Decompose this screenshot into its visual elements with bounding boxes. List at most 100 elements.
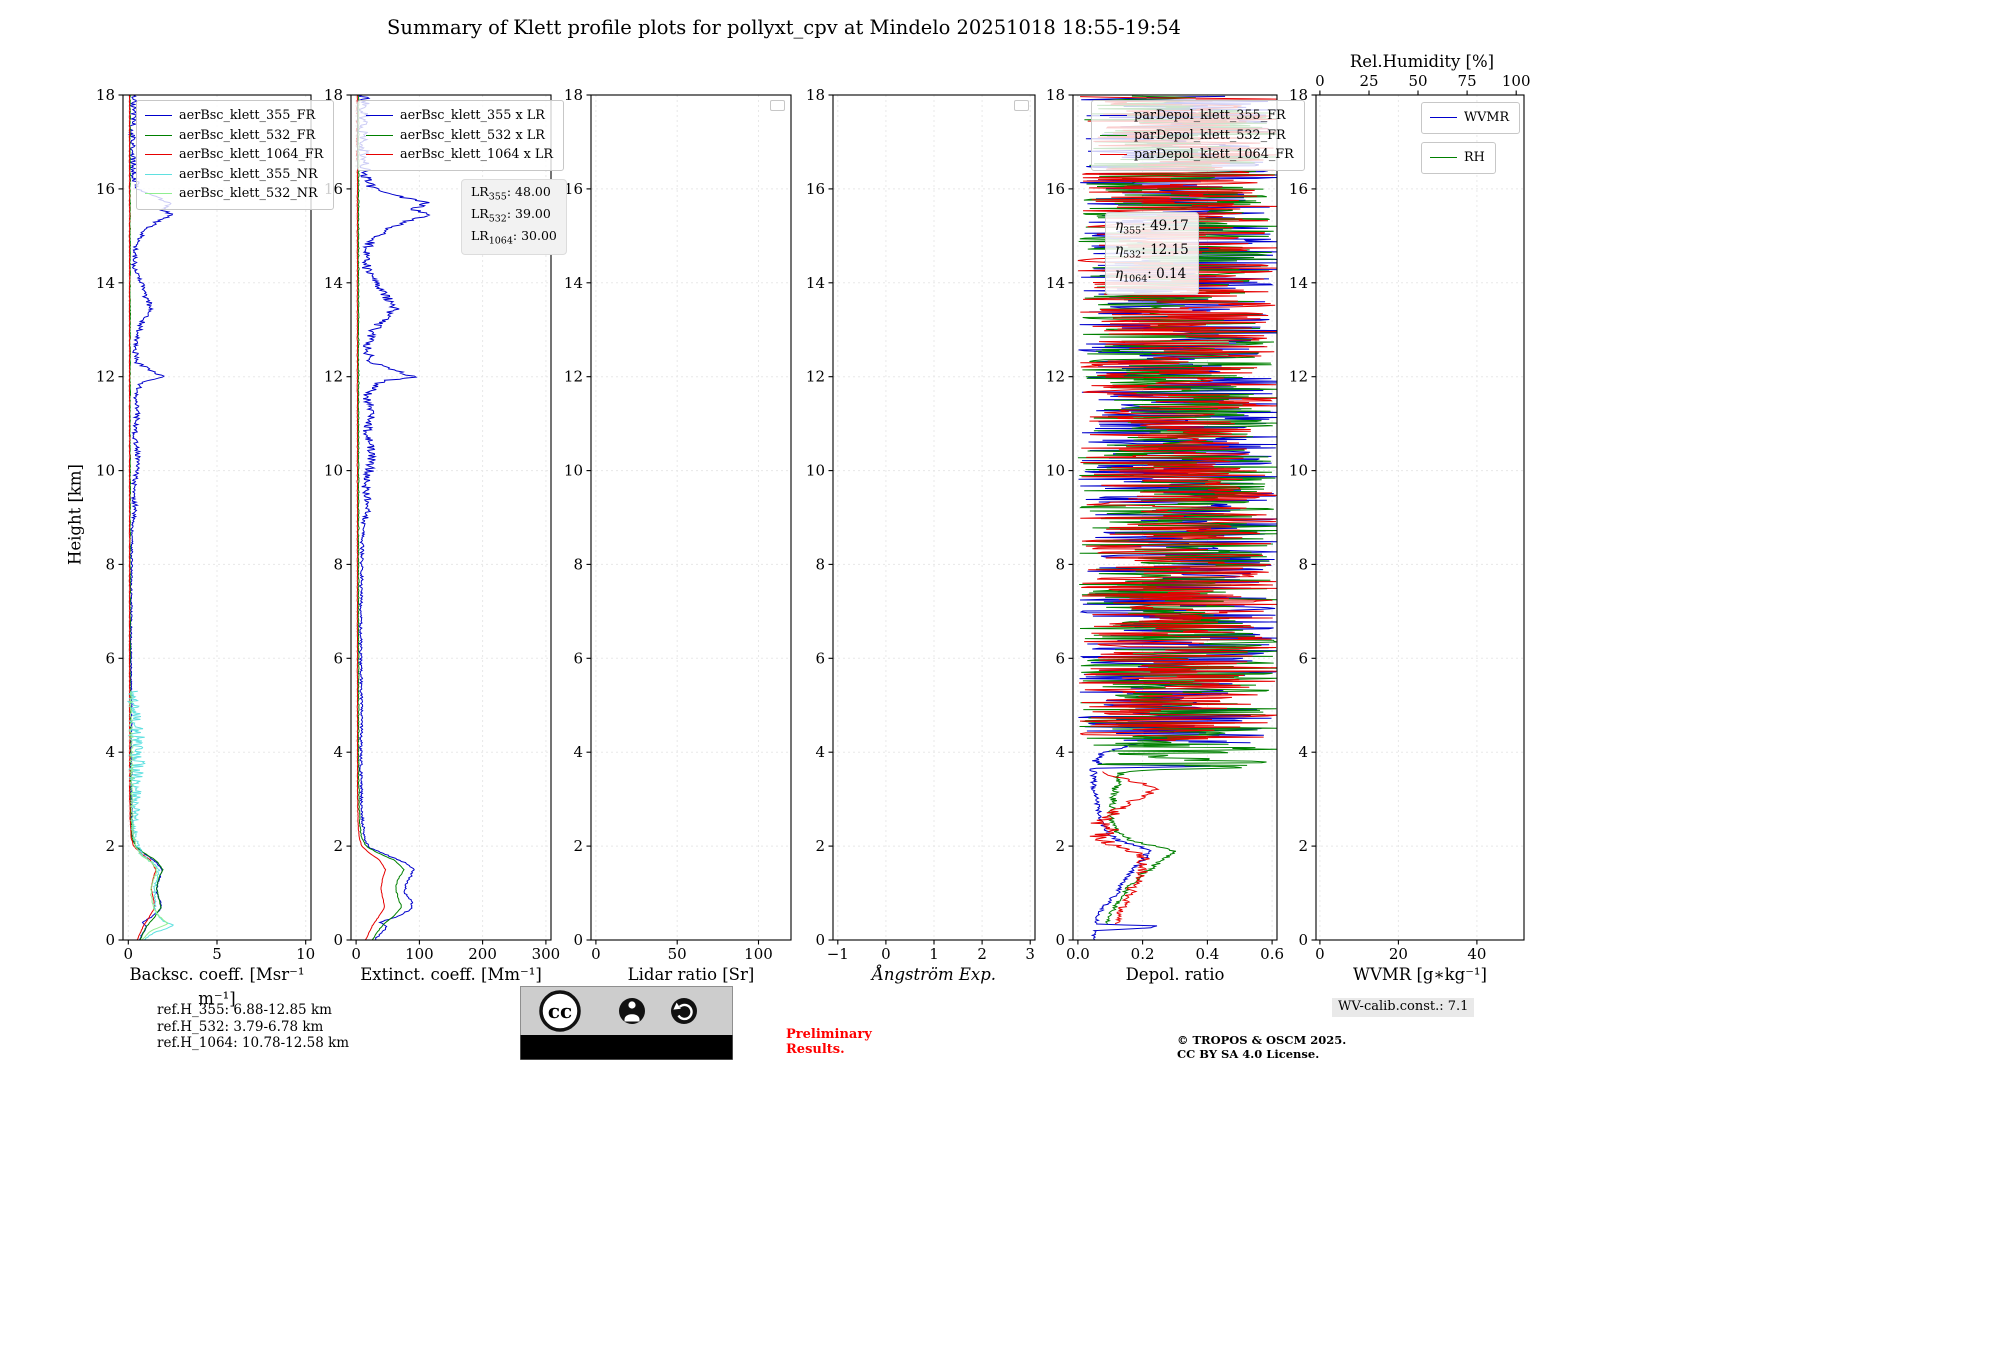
y-tick-label: 6	[333, 649, 343, 667]
legend-item: aerBsc_klett_532_NR	[145, 184, 323, 204]
x-tick-label: 3	[1025, 945, 1035, 963]
panel-wvmr: 0 20 40 0 2 4 6 8 10 12 14 16 18 0 25 50 75 100	[1289, 72, 1531, 963]
y-tick-label: 12	[564, 368, 583, 386]
legend-item: aerBsc_klett_355 x LR	[366, 106, 553, 126]
panel-backscatter: 0 5 10 0 2 4 6 8 10 12 14 16 18	[96, 86, 315, 963]
panel-frame	[1072, 94, 1278, 941]
top-tick-label: 75	[1458, 72, 1477, 90]
x-tick-label: 200	[468, 945, 497, 963]
y-tick-label: 0	[573, 931, 583, 949]
y-tick-label: 12	[96, 368, 115, 386]
xlabel-extinction: Extinct. coeff. [Mm⁻¹]	[360, 965, 542, 984]
ref-height-1064: ref.H_1064: 10.78-12.58 km	[157, 1035, 350, 1051]
y-tick-label: 14	[564, 274, 583, 292]
y-tick-label: 8	[333, 555, 343, 573]
legend-item: aerBsc_klett_1064 x LR	[366, 145, 553, 165]
line-swatch	[145, 154, 172, 156]
share-alike-icon	[671, 998, 697, 1024]
top-tick-label: 25	[1359, 72, 1378, 90]
legend-label: aerBsc_klett_532 x LR	[400, 127, 545, 143]
y-tick-label: 14	[96, 274, 115, 292]
lr-532-line: LR532: 39.00	[471, 206, 551, 225]
series-aerBsc_klett_1064 x LR	[356, 94, 387, 941]
line-swatch	[145, 115, 172, 117]
legend-label: RH	[1464, 150, 1485, 165]
preliminary-results-note: Preliminary Results.	[786, 1027, 872, 1057]
y-tick-label: 18	[806, 86, 825, 104]
y-tick-label: 6	[815, 649, 825, 667]
xlabel-wvmr: WVMR [g∗kg⁻¹]	[1353, 965, 1487, 984]
y-tick-label: 16	[96, 180, 115, 198]
top-tick-label: 50	[1408, 72, 1427, 90]
x-tick-label: 0	[351, 945, 361, 963]
legend-label: aerBsc_klett_532_NR	[179, 186, 318, 201]
top-axis-label: Rel.Humidity [%]	[1349, 52, 1495, 71]
y-tick-label: 16	[1289, 180, 1308, 198]
line-swatch	[1100, 134, 1127, 136]
y-tick-label: 6	[573, 649, 583, 667]
y-tick-label: 4	[815, 743, 825, 761]
x-tick-label: 0.4	[1195, 945, 1219, 963]
legend-label: parDepol_klett_532_FR	[1134, 127, 1286, 143]
y-tick-label: 16	[806, 180, 825, 198]
legend-label: parDepol_klett_355_FR	[1134, 108, 1286, 123]
series-aerBsc_klett_1064_FR	[128, 94, 157, 941]
top-tick-label: 100	[1502, 72, 1531, 90]
lr-355-line: LR355: 48.00	[471, 184, 551, 203]
x-tick-label: 0	[124, 945, 134, 963]
legend-item: parDepol_klett_532_FR	[1100, 126, 1294, 146]
series-aerBsc_klett_355 x LR	[357, 94, 431, 941]
legend-label: aerBsc_klett_532_FR	[179, 127, 316, 143]
y-tick-label: 12	[324, 368, 343, 386]
legend-label: parDepol_klett_1064_FR	[1134, 147, 1294, 162]
series-aerBsc_klett_355_FR	[127, 94, 174, 941]
y-tick-label: 4	[333, 743, 343, 761]
eta-1064-line: η1064: 0.14	[1115, 266, 1187, 286]
x-tick-label: 100	[405, 945, 434, 963]
legend-item: aerBsc_klett_355_FR	[145, 106, 323, 126]
x-tick-label: 0	[591, 945, 601, 963]
eta-355-line: η355: 49.17	[1115, 218, 1189, 237]
legend-wvmr: WVMR	[1421, 102, 1521, 134]
ref-height-532: ref.H_532: 3.79-6.78 km	[157, 1018, 324, 1035]
eta-532-line: η532: 12.15	[1115, 242, 1189, 261]
legend-item: parDepol_klett_355_FR	[1100, 106, 1294, 126]
y-tick-label: 4	[573, 743, 583, 761]
xlabel-backscatter: Backsc. coeff. [Msr⁻¹ m⁻¹]	[129, 965, 305, 1008]
y-tick-label: 2	[815, 837, 825, 855]
top-tick-label: 0	[1315, 72, 1325, 90]
x-tick-label: 0	[881, 945, 891, 963]
y-tick-label: 0	[105, 931, 115, 949]
y-tick-label: 18	[1289, 86, 1308, 104]
legend-item: aerBsc_klett_355_NR	[145, 165, 323, 185]
x-tick-label: 10	[296, 945, 315, 963]
y-tick-label: 16	[1046, 180, 1065, 198]
lidar-ratio-annotation: LR355: 48.00 LR532: 39.00 LR1064: 30.00	[461, 179, 567, 255]
cc-logo-icon: cc	[539, 990, 581, 1032]
series-parDepol_1064_noise	[1077, 96, 1278, 741]
xlabel-depol: Depol. ratio	[1125, 965, 1225, 984]
y-tick-label: 16	[564, 180, 583, 198]
y-tick-label: 8	[573, 555, 583, 573]
line-swatch	[1430, 117, 1457, 119]
x-tick-label: 40	[1467, 945, 1486, 963]
panel-frame	[350, 94, 552, 941]
figure-title: Summary of Klett profile plots for polly…	[387, 16, 1181, 39]
y-tick-label: 10	[564, 462, 583, 480]
badge-by-text: BY	[620, 1039, 643, 1057]
eta-annotation: η355: 49.17 η532: 12.15 η1064: 0.14	[1105, 212, 1199, 295]
series-parDepol_klett_355_FR	[1089, 742, 1211, 941]
y-tick-label: 18	[96, 86, 115, 104]
y-tick-label: 4	[1298, 743, 1308, 761]
panel-lidar_ratio: 0 50 100 0 2 4 6 8 10 12 14 16 18	[564, 86, 792, 963]
y-tick-label: 6	[1055, 649, 1065, 667]
line-swatch	[145, 193, 172, 195]
reference-heights: ref.H_355: 6.88-12.85 km ref.H_532: 3.79…	[157, 1002, 349, 1052]
series-aerBsc_klett_355_NR	[126, 690, 175, 941]
copyright-note: © TROPOS & OSCM 2025. CC BY SA 4.0 Licen…	[1177, 1033, 1347, 1061]
line-swatch	[1430, 157, 1457, 159]
y-tick-label: 0	[1055, 931, 1065, 949]
x-tick-label: 300	[532, 945, 561, 963]
y-tick-label: 8	[105, 555, 115, 573]
